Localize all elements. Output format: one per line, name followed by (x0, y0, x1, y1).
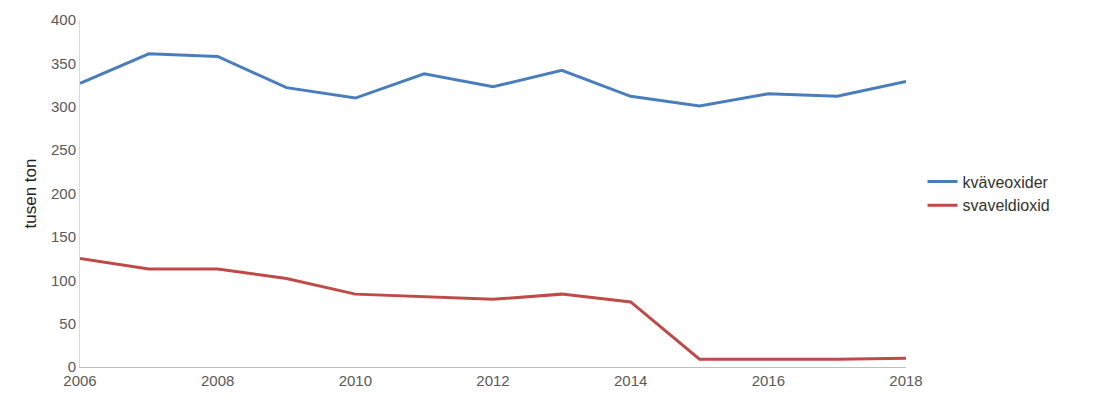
svg-text:2008: 2008 (201, 372, 234, 389)
svg-text:150: 150 (51, 228, 76, 245)
svg-text:400: 400 (51, 11, 76, 28)
svg-text:svaveldioxid: svaveldioxid (963, 197, 1050, 214)
svg-text:350: 350 (51, 55, 76, 72)
svg-text:0: 0 (68, 358, 76, 375)
svg-text:100: 100 (51, 272, 76, 289)
svg-text:tusen ton: tusen ton (21, 159, 40, 229)
svg-text:50: 50 (59, 315, 76, 332)
svg-text:2010: 2010 (339, 372, 372, 389)
svg-text:2014: 2014 (614, 372, 647, 389)
svg-text:2012: 2012 (476, 372, 509, 389)
svg-text:kväveoxider: kväveoxider (963, 174, 1049, 191)
svg-text:250: 250 (51, 141, 76, 158)
svg-text:2006: 2006 (63, 372, 96, 389)
svg-text:200: 200 (51, 185, 76, 202)
svg-text:300: 300 (51, 98, 76, 115)
svg-text:2016: 2016 (752, 372, 785, 389)
svg-text:2018: 2018 (889, 372, 922, 389)
